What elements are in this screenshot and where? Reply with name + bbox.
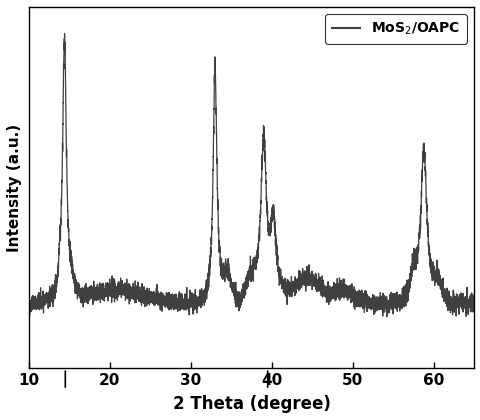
Legend: MoS$_2$/OAPC: MoS$_2$/OAPC	[324, 14, 466, 44]
Y-axis label: Intensity (a.u.): Intensity (a.u.)	[7, 123, 22, 252]
X-axis label: 2 Theta (degree): 2 Theta (degree)	[172, 395, 330, 413]
